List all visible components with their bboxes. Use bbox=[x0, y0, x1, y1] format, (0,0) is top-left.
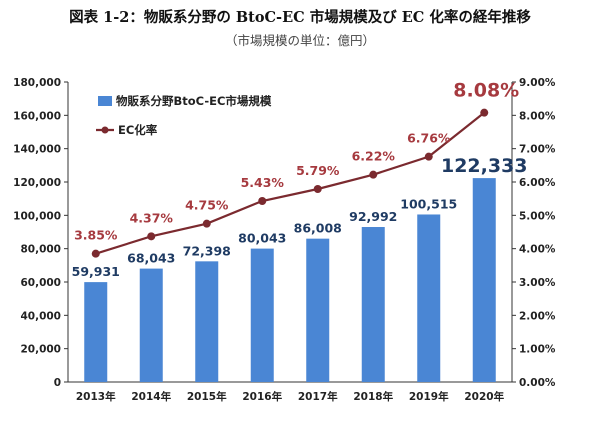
ec-rate-point bbox=[258, 197, 267, 205]
ec-rate-point bbox=[480, 108, 489, 117]
bar-value-label: 59,931 bbox=[72, 264, 120, 279]
ec-rate-label: 4.37% bbox=[130, 210, 174, 225]
ec-rate-label: 3.85% bbox=[74, 228, 118, 243]
y-left-tick-label: 120,000 bbox=[13, 177, 61, 189]
bar bbox=[195, 261, 219, 382]
y-left-tick-label: 160,000 bbox=[13, 110, 61, 122]
ec-rate-label: 5.43% bbox=[241, 175, 285, 190]
x-tick-label: 2013年 bbox=[76, 390, 116, 403]
y-left-tick-label: 40,000 bbox=[20, 310, 61, 322]
ec-rate-label: 6.76% bbox=[407, 131, 451, 146]
chart-title: 図表 1-2：物販系分野の BtoC-EC 市場規模及び EC 化率の経年推移 bbox=[69, 9, 531, 26]
y-right-tick-label: 4.00% bbox=[519, 244, 556, 256]
y-left-tick-label: 0 bbox=[54, 377, 61, 389]
y-left-tick-label: 140,000 bbox=[13, 144, 61, 156]
bar-value-label: 122,333 bbox=[441, 155, 528, 177]
ec-rate-label: 6.22% bbox=[352, 149, 396, 164]
bar bbox=[361, 227, 385, 382]
ec-rate-line bbox=[95, 111, 485, 255]
y-left-tick-label: 80,000 bbox=[20, 244, 61, 256]
bar-value-label: 72,398 bbox=[183, 243, 231, 258]
x-tick-label: 2014年 bbox=[131, 390, 171, 403]
ec-rate-label: 8.08% bbox=[453, 80, 519, 102]
x-tick-label: 2017年 bbox=[298, 390, 338, 403]
y-right-tick-label: 3.00% bbox=[519, 277, 556, 289]
ec-rate-point bbox=[313, 185, 322, 193]
ec-rate-point bbox=[202, 219, 211, 228]
bar-value-label: 68,043 bbox=[127, 251, 175, 266]
ec-rate-point bbox=[369, 170, 378, 179]
ec-rate-label: 5.79% bbox=[296, 163, 340, 178]
x-tick-label: 2015年 bbox=[187, 390, 227, 403]
y-left-tick-label: 20,000 bbox=[20, 344, 61, 356]
legend-swatch-marker bbox=[101, 126, 109, 134]
bar bbox=[84, 282, 108, 382]
x-tick-label: 2019年 bbox=[409, 390, 449, 403]
bar bbox=[472, 178, 496, 382]
chart-subtitle: （市場規模の単位：億円） bbox=[224, 33, 375, 48]
x-tick-label: 2020年 bbox=[464, 390, 504, 403]
y-right-tick-label: 7.00% bbox=[519, 144, 556, 156]
ec-rate-point bbox=[147, 232, 156, 241]
y-right-tick-label: 0.00% bbox=[519, 377, 556, 389]
x-tick-label: 2018年 bbox=[353, 390, 393, 403]
bar bbox=[250, 248, 274, 382]
legend-label-line: EC化率 bbox=[118, 123, 158, 137]
y-right-tick-label: 2.00% bbox=[519, 310, 556, 322]
bar-value-label: 92,992 bbox=[349, 209, 397, 224]
x-tick-label: 2016年 bbox=[242, 390, 282, 403]
bar bbox=[306, 238, 330, 382]
y-right-tick-label: 1.00% bbox=[519, 344, 556, 356]
legend-label-bar: 物販系分野BtoC-EC市場規模 bbox=[116, 94, 272, 108]
y-right-tick-label: 8.00% bbox=[519, 110, 556, 122]
bar bbox=[139, 268, 163, 382]
y-left-tick-label: 180,000 bbox=[13, 77, 61, 89]
y-left-tick-label: 60,000 bbox=[20, 277, 61, 289]
y-right-tick-label: 5.00% bbox=[519, 210, 556, 222]
bar-value-label: 80,043 bbox=[238, 231, 286, 246]
ec-rate-point bbox=[91, 249, 100, 258]
legend-swatch-bar bbox=[98, 96, 112, 106]
y-right-tick-label: 6.00% bbox=[519, 177, 556, 189]
ec-rate-point bbox=[424, 152, 433, 161]
y-right-tick-label: 9.00% bbox=[519, 77, 556, 89]
bar-value-label: 100,515 bbox=[400, 196, 457, 211]
ec-rate-label: 4.75% bbox=[185, 198, 229, 213]
y-left-tick-label: 100,000 bbox=[13, 210, 61, 222]
bar-value-label: 86,008 bbox=[294, 221, 342, 236]
bar bbox=[417, 214, 441, 382]
